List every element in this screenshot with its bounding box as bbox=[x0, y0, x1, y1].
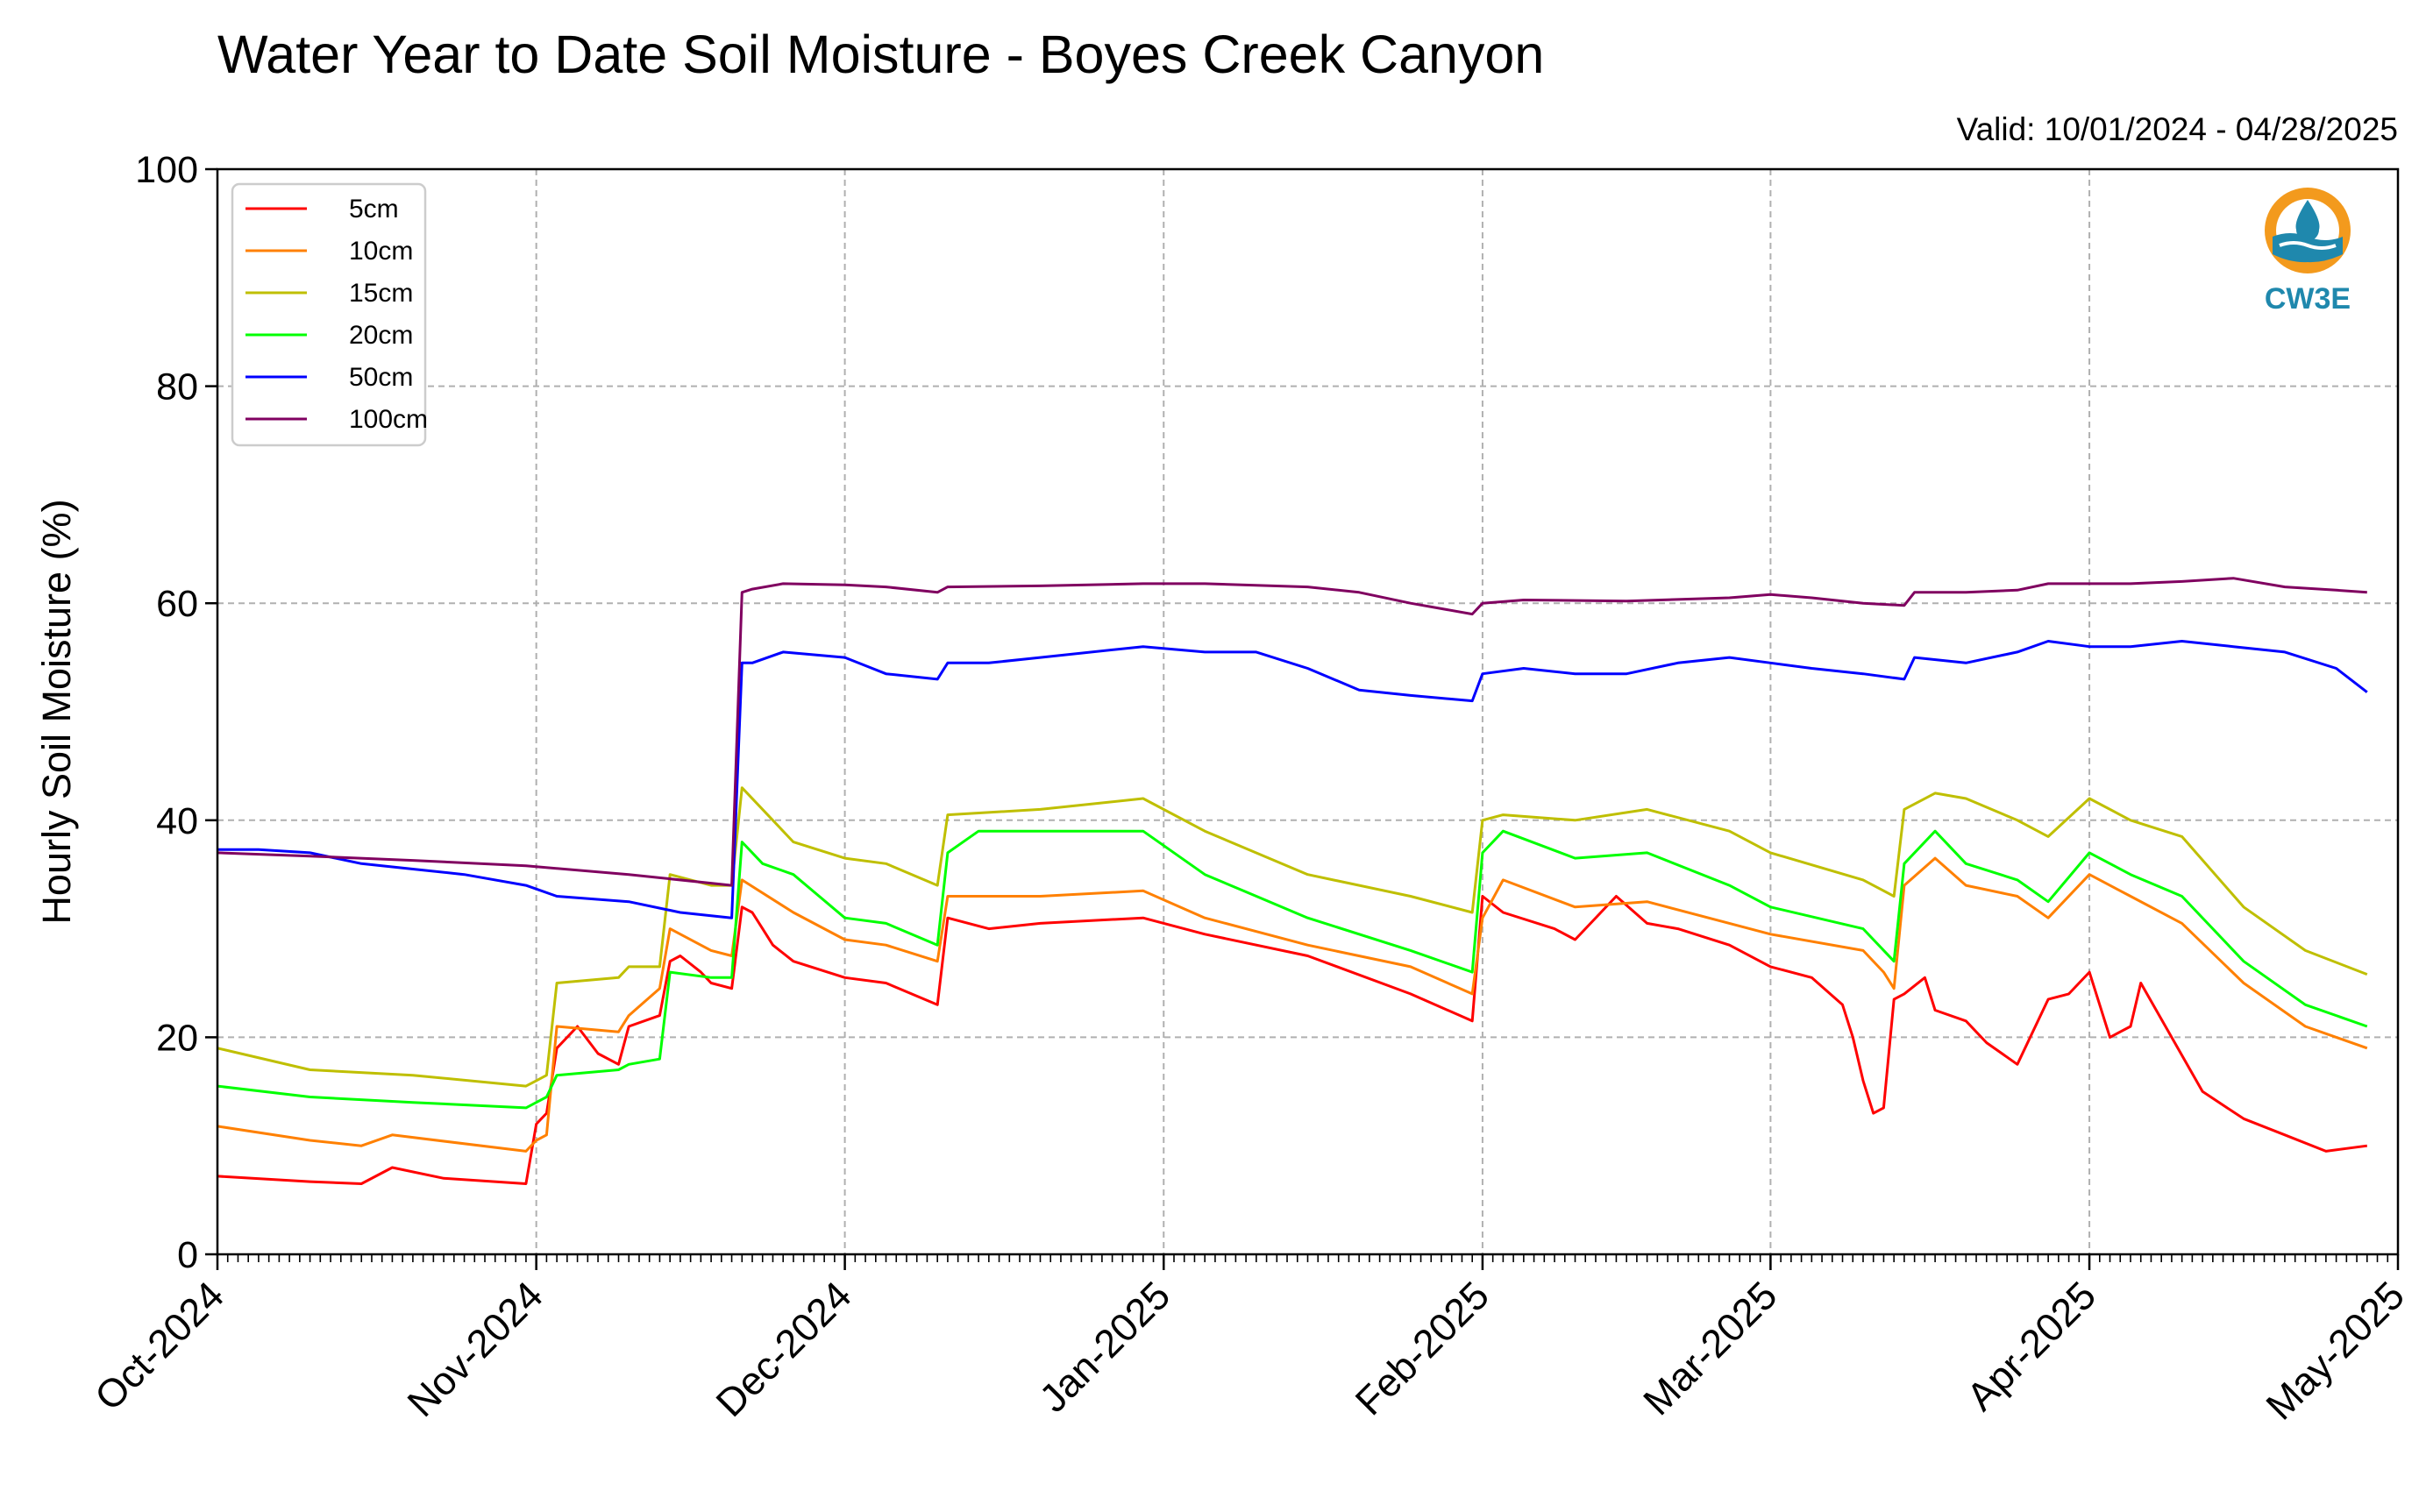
logo-wave-band bbox=[2273, 233, 2343, 263]
legend-label-5cm: 5cm bbox=[349, 195, 399, 224]
legend-label-100cm: 100cm bbox=[349, 405, 428, 434]
y-tick-label: 20 bbox=[156, 1017, 198, 1059]
series-line-15cm bbox=[217, 786, 2368, 1088]
legend-label-10cm: 10cm bbox=[349, 237, 413, 266]
series-line-5cm bbox=[217, 895, 2367, 1185]
series-line-50cm bbox=[217, 640, 2368, 919]
logo-wave-line bbox=[2279, 241, 2337, 250]
y-tick-label: 0 bbox=[177, 1234, 198, 1276]
y-tick-label: 100 bbox=[135, 149, 198, 191]
logo-text: CW3E bbox=[2265, 282, 2351, 316]
legend-label-20cm: 20cm bbox=[349, 321, 413, 350]
chart-title: Water Year to Date Soil Moisture - Boyes… bbox=[217, 25, 1544, 84]
series-line-10cm bbox=[217, 856, 2368, 1153]
series-line-20cm bbox=[217, 829, 2368, 1110]
y-axis-label: Hourly Soil Moisture (%) bbox=[34, 499, 79, 924]
series-line-100cm bbox=[217, 577, 2367, 887]
legend: 5cm 10cm 15cm 20cm 50cm 100cm bbox=[231, 182, 428, 447]
water-drop-icon bbox=[2295, 200, 2320, 241]
legend-label-15cm: 15cm bbox=[349, 279, 413, 308]
y-tick-label: 60 bbox=[156, 583, 198, 625]
legend-entries: 5cm 10cm 15cm 20cm 50cm 100cm bbox=[245, 195, 428, 434]
legend-label-50cm: 50cm bbox=[349, 363, 413, 392]
series-lines bbox=[217, 577, 2368, 1185]
chart-subtitle: Valid: 10/01/2024 - 04/28/2025 bbox=[1957, 111, 2398, 147]
cw3e-logo: CW3E bbox=[2265, 188, 2351, 316]
y-tick-label: 80 bbox=[156, 366, 198, 408]
grid-lines bbox=[217, 169, 2398, 1254]
y-tick-label: 40 bbox=[156, 800, 198, 842]
